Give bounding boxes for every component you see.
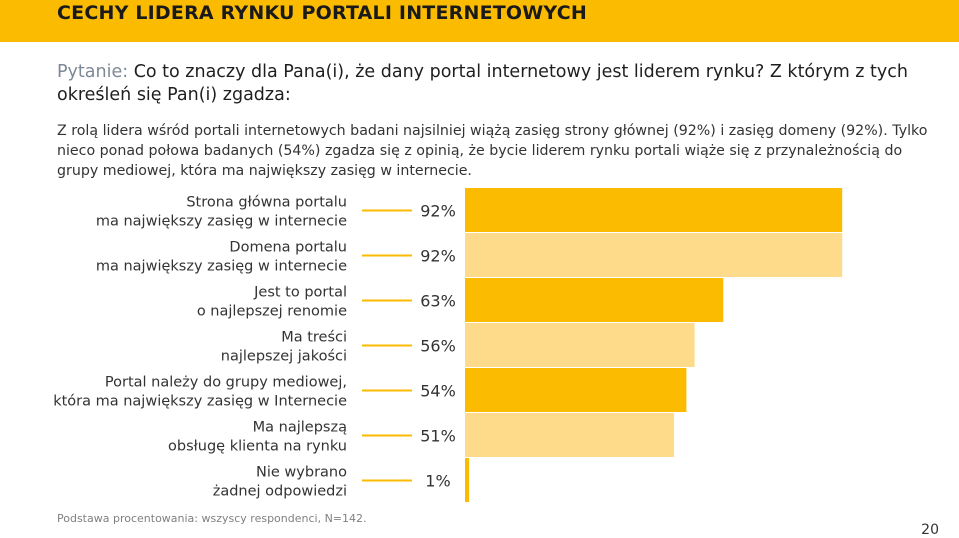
category-label-line: Ma najlepszą [253, 420, 347, 436]
category-label-line: ma największy zasięg w internecie [96, 259, 347, 275]
bar-3 [465, 278, 724, 322]
value-label-1: 92% [420, 202, 456, 221]
question-prefix: Pytanie: [57, 62, 129, 82]
bar-5 [465, 368, 687, 412]
header-bar: CECHY LIDERA RYNKU PORTALI INTERNETOWYCH [0, 0, 959, 42]
value-label-6: 51% [420, 427, 456, 446]
category-label-line: która ma największy zasięg w Internecie [53, 394, 347, 410]
page-title: CECHY LIDERA RYNKU PORTALI INTERNETOWYCH [57, 2, 587, 24]
category-label-line: Jest to portal [253, 285, 347, 301]
category-label-line: najlepszej jakości [221, 349, 347, 365]
category-label-2: Domena portalu ma największy zasięg w int… [96, 240, 347, 275]
footnote: Podstawa procentowania: wszyscy responde… [57, 512, 367, 525]
category-label-3: Jest to portal o najlepszej renomie [197, 285, 347, 320]
bar-6 [465, 413, 675, 457]
description-text: Z rolą lidera wśród portali internetowyc… [57, 123, 928, 179]
bar-7 [465, 458, 470, 502]
category-label-1: Strona główna portalu ma największy zasię… [96, 195, 347, 230]
category-label-4: Ma treści najlepszej jakości [221, 330, 347, 365]
category-label-5: Portal należy do grupy mediowej, która ma… [53, 375, 347, 410]
category-label-line: ma największy zasięg w internecie [96, 214, 347, 230]
category-label-line: Domena portalu [229, 240, 347, 256]
question-body: Co to znaczy dla Pana(i), że dany portal… [57, 62, 908, 105]
category-label-line: o najlepszej renomie [197, 304, 347, 320]
category-label-line: Nie wybrano [256, 465, 347, 481]
page-number: 20 [921, 522, 939, 538]
bar-1 [465, 188, 843, 232]
value-label-2: 92% [420, 247, 456, 266]
category-label-line: Strona główna portalu [186, 195, 347, 211]
category-label-line: Portal należy do grupy mediowej, [105, 375, 347, 391]
value-label-7: 1% [425, 472, 450, 491]
category-label-7: Nie wybrano żadnej odpowiedzi [213, 465, 347, 500]
category-label-line: obsługę klienta na rynku [168, 439, 347, 455]
bar-4 [465, 323, 695, 367]
value-label-4: 56% [420, 337, 456, 356]
value-label-3: 63% [420, 292, 456, 311]
question-text: Pytanie: Co to znaczy dla Pana(i), że da… [57, 61, 917, 107]
value-label-5: 54% [420, 382, 456, 401]
bar-2 [465, 233, 843, 277]
category-label-line: żadnej odpowiedzi [213, 484, 347, 500]
category-label-line: Ma treści [281, 330, 347, 346]
category-label-6: Ma najlepszą obsługę klienta na rynku [168, 420, 347, 455]
